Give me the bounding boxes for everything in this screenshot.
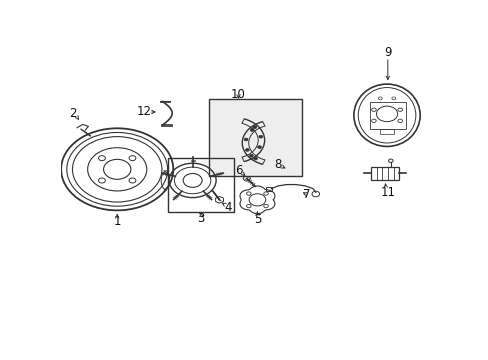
- Text: 3: 3: [197, 212, 204, 225]
- Bar: [265, 187, 271, 191]
- Bar: [380, 129, 393, 134]
- Text: 11: 11: [380, 185, 394, 199]
- Bar: [370, 167, 399, 180]
- Bar: [168, 158, 234, 212]
- Circle shape: [250, 129, 254, 131]
- Circle shape: [245, 149, 249, 151]
- Text: 4: 4: [224, 201, 231, 214]
- Circle shape: [244, 138, 247, 141]
- Circle shape: [258, 135, 262, 138]
- Circle shape: [249, 154, 253, 157]
- Text: 9: 9: [383, 46, 391, 59]
- Circle shape: [257, 146, 261, 149]
- Text: 2: 2: [69, 107, 76, 120]
- Circle shape: [253, 157, 257, 160]
- Text: 8: 8: [274, 158, 281, 171]
- Circle shape: [252, 126, 256, 129]
- Text: 1: 1: [113, 216, 121, 229]
- Bar: [369, 102, 405, 129]
- Bar: [208, 99, 301, 176]
- Text: 6: 6: [234, 164, 242, 177]
- Text: 12: 12: [136, 105, 151, 118]
- Text: 7: 7: [303, 188, 310, 201]
- Text: 10: 10: [230, 88, 245, 101]
- Text: 5: 5: [253, 213, 261, 226]
